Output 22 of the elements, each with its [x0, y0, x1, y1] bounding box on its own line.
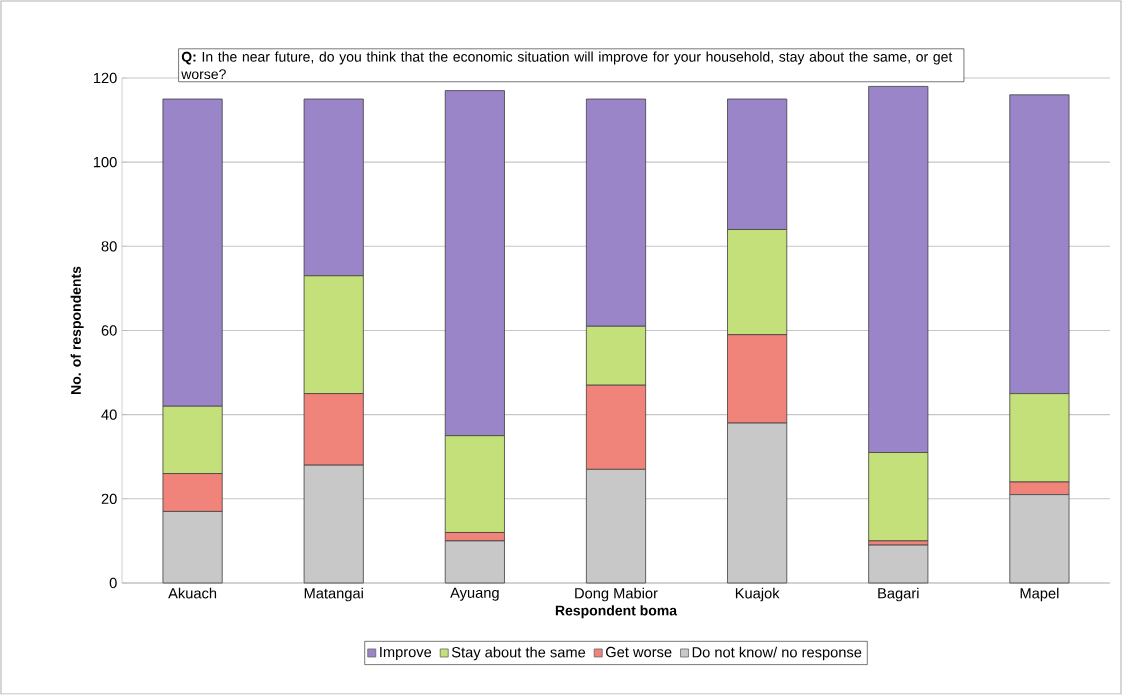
- legend-label: Improve: [380, 646, 432, 661]
- y-tick-label: 120: [93, 72, 117, 84]
- x-axis-title: Respondent boma: [555, 605, 678, 619]
- x-tick-label: Mapel: [1020, 587, 1059, 602]
- x-tick-label: Bagari: [878, 587, 919, 602]
- y-tick-label: 60: [101, 325, 117, 336]
- x-tick-label: Ayuang: [450, 587, 499, 601]
- y-tick-label: 40: [101, 409, 117, 420]
- y-tick-label: 0: [109, 577, 117, 589]
- legend-label: Do not know/ no response: [692, 646, 862, 661]
- x-tick-label: Kuajok: [735, 587, 780, 602]
- legend-label: Stay about the same: [451, 646, 586, 661]
- chart-title: Q: In the near future, do you think that the economic situation will improve for your household, stay about the same, or get worse?: [181, 51, 953, 80]
- y-tick-label: 100: [93, 156, 117, 168]
- x-tick-label: Matangai: [304, 587, 363, 602]
- bar: [868, 544, 929, 584]
- legend-label: Get worse: [606, 646, 672, 658]
- y-tick-label: 20: [101, 493, 117, 505]
- x-tick-label: Akuach: [168, 587, 217, 599]
- y-axis-title: No. of respondents: [70, 266, 84, 394]
- x-tick-label: Dong Mabior: [575, 587, 658, 602]
- y-tick-label: 80: [101, 241, 117, 252]
